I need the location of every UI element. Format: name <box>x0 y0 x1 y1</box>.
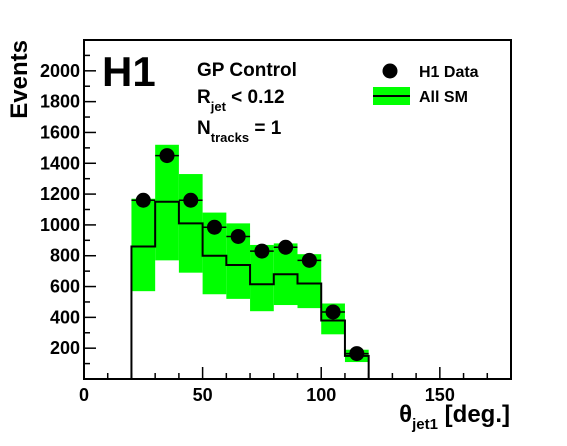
sm-step-line <box>130 200 370 379</box>
sm-band-bin <box>297 254 322 309</box>
data-point <box>254 243 270 259</box>
annotation-ntracks-cut: Ntracks = 1 <box>197 118 282 145</box>
annotation-control-region: GP Control <box>197 60 297 81</box>
x-tick-label: 150 <box>425 385 455 405</box>
x-axis-label: θjet1 [deg.] <box>399 401 510 433</box>
legend-label-all-sm: All SM <box>419 89 468 106</box>
data-point <box>325 304 341 320</box>
data-point <box>159 148 175 164</box>
data-points <box>131 148 369 362</box>
legend: H1 Data All SM <box>373 63 479 106</box>
x-tick-label: 50 <box>193 385 213 405</box>
x-axis-label-unit: [deg.] <box>438 401 510 428</box>
y-tick-label: 2000 <box>40 61 80 81</box>
x-axis-label-symbol: θ <box>399 401 412 428</box>
legend-marker-h1-data <box>382 63 398 79</box>
x-tick-label: 0 <box>79 385 89 405</box>
sm-band-bin <box>131 198 156 292</box>
sm-band-bin <box>202 212 227 295</box>
data-point <box>230 228 246 244</box>
y-tick-label: 200 <box>50 338 80 358</box>
y-axis-label: Events <box>6 40 33 119</box>
x-axis-label-subscript: jet1 <box>411 416 438 433</box>
x-axis: 0 50 100 150 <box>79 367 512 405</box>
sm-band-bin <box>250 244 274 312</box>
sm-band-bin <box>226 223 251 299</box>
data-point <box>135 192 151 208</box>
data-point <box>206 219 222 235</box>
sm-uncertainty-bands <box>131 144 369 363</box>
data-point <box>349 346 365 362</box>
y-tick-label: 1000 <box>40 215 80 235</box>
y-axis: 200 400 600 800 1000 1200 1400 1600 1800 2000 <box>40 54 96 365</box>
legend-label-h1-data: H1 Data <box>419 64 479 81</box>
x-tick-label: 100 <box>306 385 336 405</box>
y-tick-label: 1800 <box>40 92 80 112</box>
y-tick-label: 800 <box>50 246 80 266</box>
y-tick-label: 1400 <box>40 153 80 173</box>
y-tick-label: 1600 <box>40 122 80 142</box>
annotation-rjet-cut: Rjet < 0.12 <box>197 87 285 114</box>
data-point <box>183 192 199 208</box>
h1-logo: H1 <box>102 48 156 95</box>
data-point <box>278 239 294 255</box>
y-tick-label: 400 <box>50 307 80 327</box>
data-point <box>301 252 317 268</box>
y-tick-label: 1200 <box>40 184 80 204</box>
y-tick-label: 600 <box>50 277 80 297</box>
